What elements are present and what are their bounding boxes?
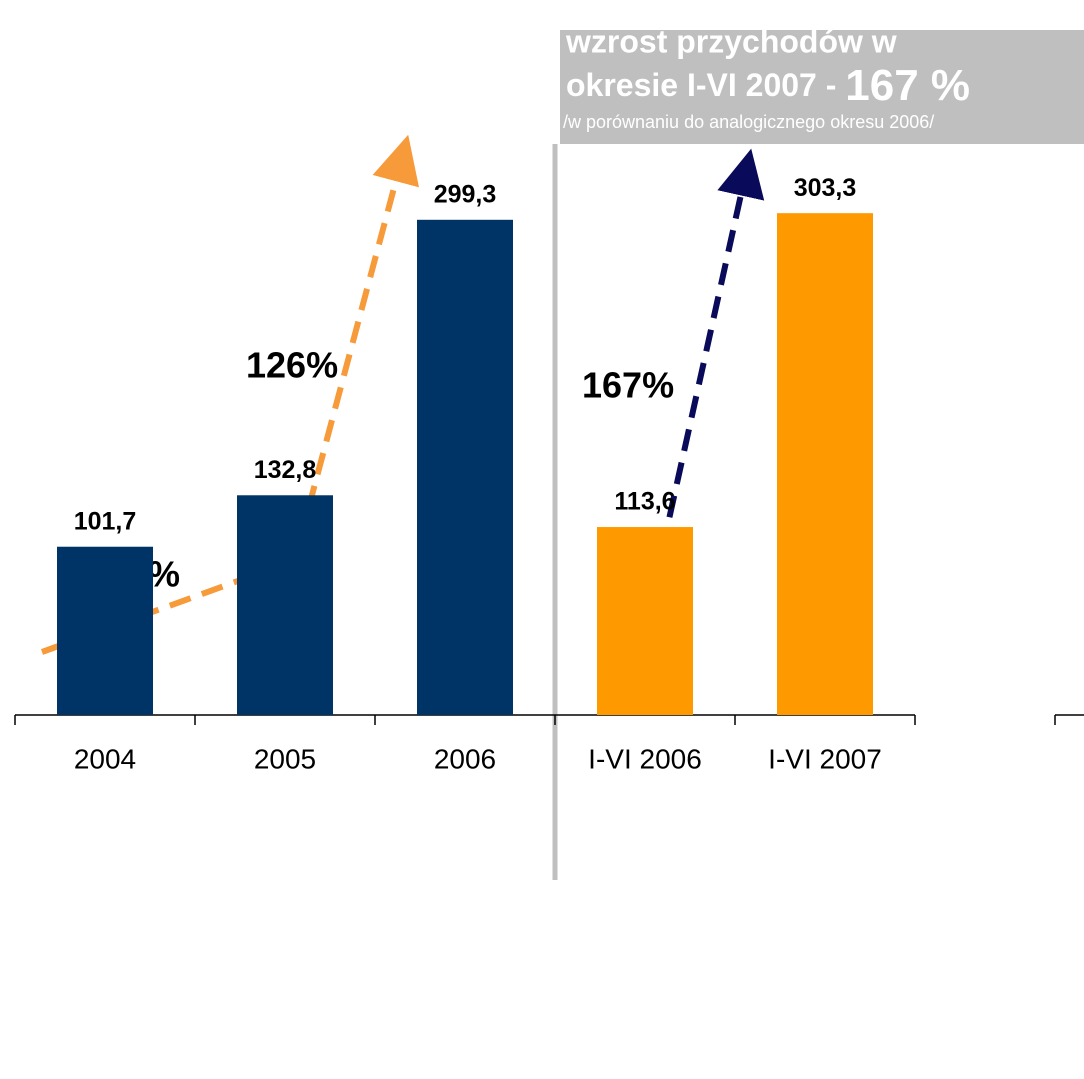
value-label: 132,8 [254, 456, 317, 484]
value-label: 299,3 [434, 180, 497, 208]
bar [417, 219, 513, 715]
x-tick-label: I-VI 2006 [588, 743, 702, 774]
bar [777, 213, 873, 715]
x-tick-label: 2006 [434, 743, 496, 774]
growth-label: 126% [246, 345, 338, 386]
bar [57, 546, 153, 715]
box-title: okresie I-VI 2007 - [566, 67, 836, 103]
growth-label: 167% [582, 365, 674, 406]
x-tick-label: 2005 [254, 743, 316, 774]
box-title: okresie I-VI 2007 - 167 % [566, 61, 970, 110]
x-tick-label: I-VI 2007 [768, 743, 882, 774]
value-label: 303,3 [794, 174, 857, 202]
box-highlight: 167 % [845, 61, 970, 110]
bar [237, 495, 333, 715]
x-tick-label: 2004 [74, 743, 136, 774]
box-note: /w porównaniu do analogicznego okresu 20… [563, 112, 934, 132]
value-label: 113,6 [614, 488, 675, 516]
box-title: wzrost przychodów w [565, 23, 897, 59]
value-label: 101,7 [74, 507, 137, 535]
bar [597, 527, 693, 715]
info-box [560, 30, 1084, 144]
